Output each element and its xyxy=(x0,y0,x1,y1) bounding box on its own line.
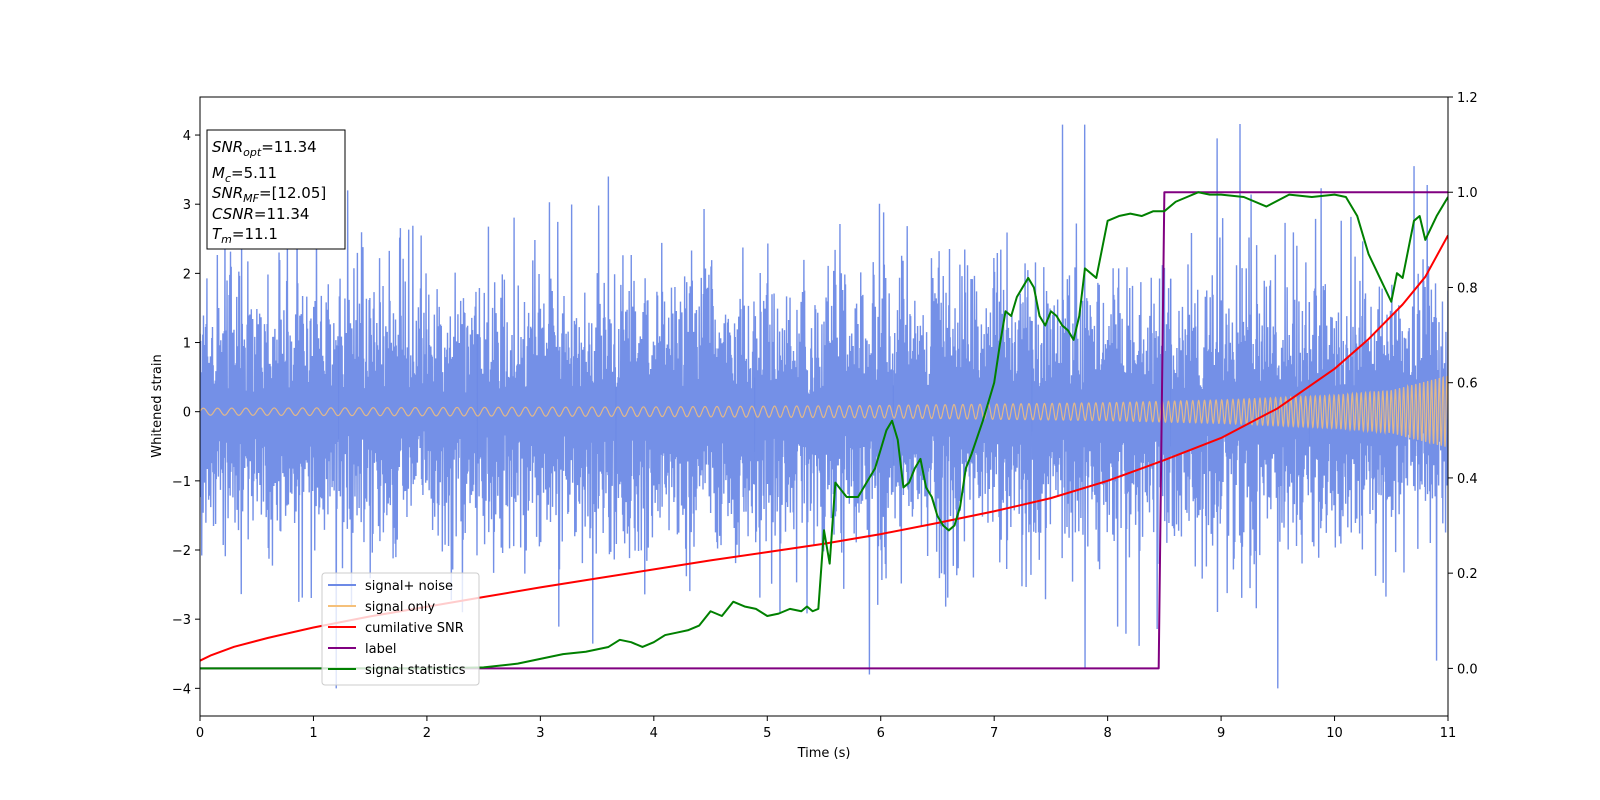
y-tick-label: −3 xyxy=(172,613,191,628)
noise-trace-segment xyxy=(753,203,895,675)
x-tick-label: 1 xyxy=(309,726,317,741)
x-tick-label: 9 xyxy=(1217,726,1225,741)
legend-label: signal statistics xyxy=(365,663,466,678)
y-tick-label: −4 xyxy=(172,682,191,697)
legend-label: signal+ noise xyxy=(365,579,453,594)
x-tick-label: 7 xyxy=(990,726,998,741)
noise-trace-segment xyxy=(1169,123,1311,689)
y-tick-label: −2 xyxy=(172,544,191,559)
series-line-signal-statistics xyxy=(200,191,1448,670)
y2-tick-label: 0.8 xyxy=(1457,281,1478,296)
y2-tick-label: 0.2 xyxy=(1457,567,1478,582)
x-axis-label: Time (s) xyxy=(797,746,851,761)
y-tick-label: 3 xyxy=(183,198,191,213)
series-signal-noise xyxy=(200,123,1448,689)
annotation-line: Tm=11.1 xyxy=(212,225,278,246)
annotation-line: SNRopt=11.34 xyxy=(212,138,317,159)
x-tick-label: 6 xyxy=(877,726,885,741)
signal-only-trace xyxy=(200,375,1448,447)
legend: signal+ noise signal only cumilative SNR la… xyxy=(321,572,480,686)
y-tick-label: 2 xyxy=(183,267,191,282)
annotation-line: CSNR=11.34 xyxy=(212,205,309,223)
y-tick-label: 1 xyxy=(183,337,191,352)
legend-label: cumilative SNR xyxy=(365,621,464,636)
x-tick-label: 3 xyxy=(536,726,544,741)
annotation-line: Mc=5.11 xyxy=(212,164,277,185)
noise-trace-segment xyxy=(337,190,479,613)
x-tick-label: 2 xyxy=(423,726,431,741)
noise-trace-segment xyxy=(476,176,617,644)
noise-trace-segment xyxy=(200,183,340,689)
y-tick-label: 0 xyxy=(183,406,191,421)
annotation-line: SNRMF=[12.05] xyxy=(212,184,326,205)
y2-tick-label: 0.4 xyxy=(1457,472,1478,487)
y2-tick-label: 1.2 xyxy=(1457,91,1478,106)
legend-label: label xyxy=(365,642,396,657)
legend-frame xyxy=(321,572,480,686)
x-tick-label: 8 xyxy=(1103,726,1111,741)
y2-tick-label: 0.0 xyxy=(1457,662,1478,677)
x-tick-label: 0 xyxy=(196,726,204,741)
x-tick-label: 11 xyxy=(1440,726,1457,741)
legend-label: signal only xyxy=(365,600,435,615)
y2-tick-label: 0.6 xyxy=(1457,377,1478,392)
y-tick-label: −1 xyxy=(172,475,191,490)
annotation-box: SNRopt=11.34 Mc=5.11SNRMF=[12.05]CSNR=11.… xyxy=(206,129,346,250)
noise-trace-segment xyxy=(892,226,1033,607)
x-tick-label: 4 xyxy=(650,726,658,741)
x-tick-label: 5 xyxy=(763,726,771,741)
plot-frame xyxy=(199,96,1449,717)
series-line-label xyxy=(200,191,1448,670)
x-axis: 0 1 2 3 4 5 6 7 8 9 10 11 xyxy=(196,716,1456,741)
y-axis-left: 4 3 2 1 0 −1 −2 −3 −4 xyxy=(172,129,200,697)
y-axis-right: 1.2 1.0 0.8 0.6 0.4 0.2 0.0 xyxy=(1448,91,1478,677)
noise-trace-segment xyxy=(1031,124,1172,668)
y-axis-label: Whitened strain xyxy=(150,354,165,457)
y-tick-label: 4 xyxy=(183,129,191,144)
annotation-frame xyxy=(206,129,346,250)
series-signal-only xyxy=(200,375,1448,447)
noise-trace-segment xyxy=(615,209,756,595)
y2-tick-label: 1.0 xyxy=(1457,186,1478,201)
x-tick-label: 10 xyxy=(1326,726,1343,741)
